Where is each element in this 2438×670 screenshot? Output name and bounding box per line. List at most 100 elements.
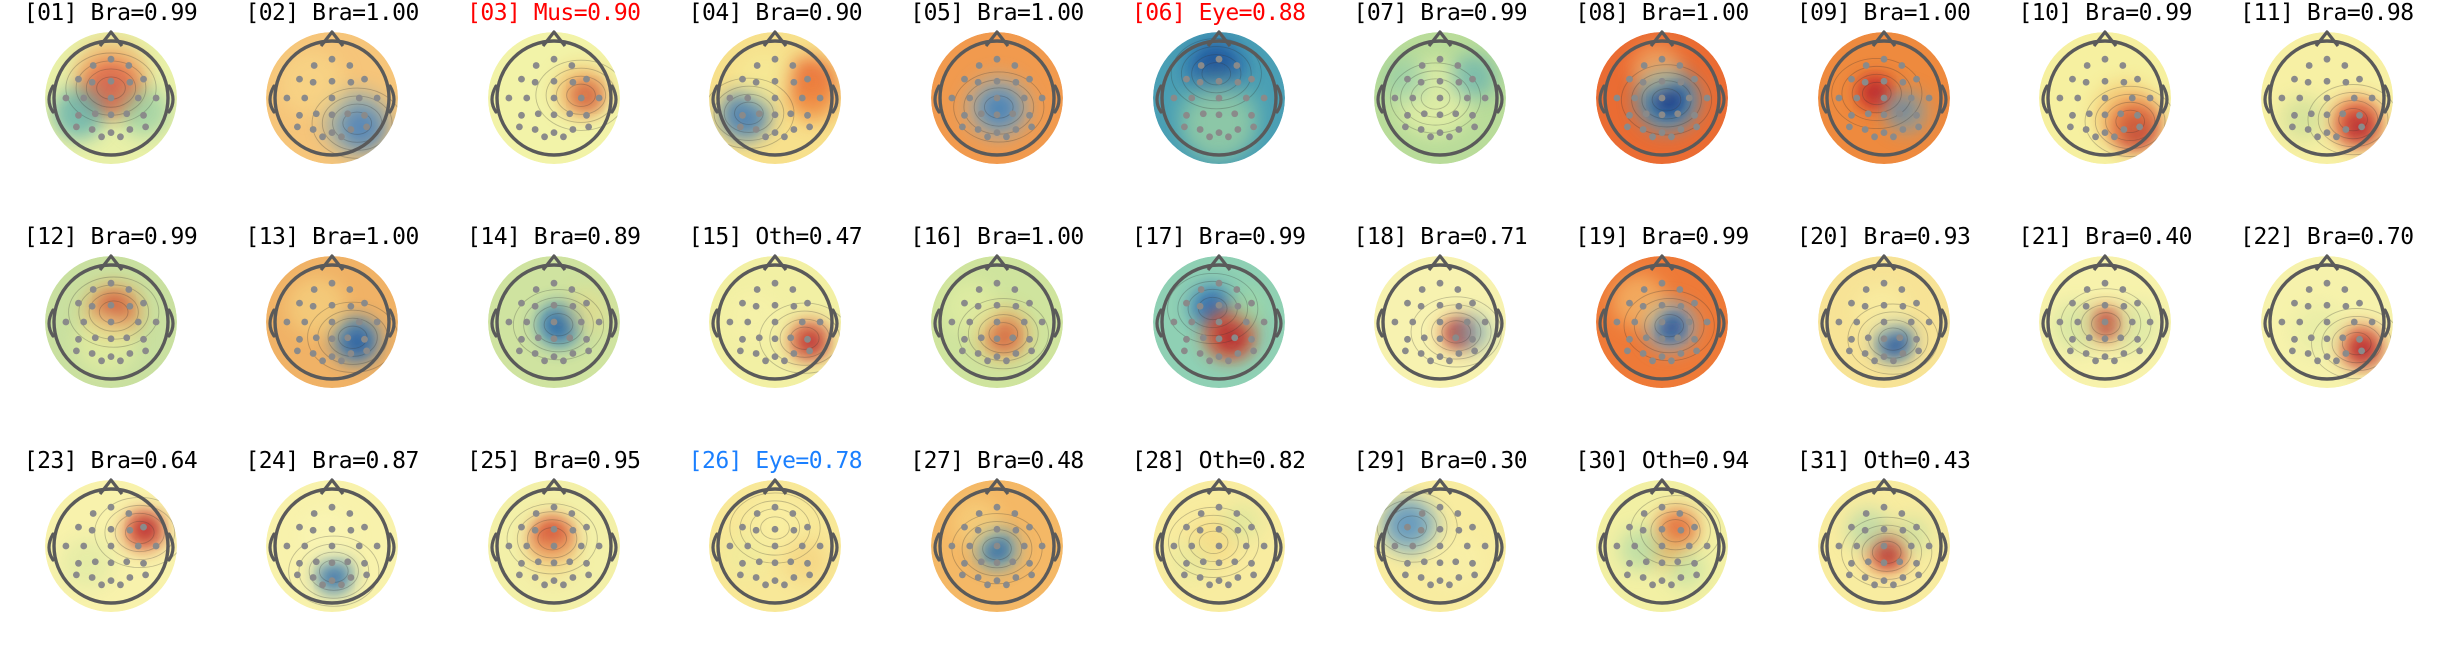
sensor-dot [2101, 111, 2109, 119]
topomap [2039, 254, 2172, 388]
component-topomap[interactable] [1551, 250, 1772, 446]
component-topomap[interactable] [665, 250, 886, 446]
sensor-dot [1852, 318, 1860, 326]
component-topomap[interactable] [2216, 250, 2437, 446]
component-topomap[interactable] [443, 474, 664, 670]
component-topomap[interactable] [443, 250, 664, 446]
ica-component-cell[interactable]: [13] Bra=1.00 [222, 224, 443, 446]
sensor-dot [2120, 78, 2128, 86]
component-topomap[interactable] [1330, 474, 1551, 670]
component-topomap[interactable] [887, 474, 1108, 670]
sensor-dot [1436, 577, 1444, 585]
component-topomap[interactable] [1551, 474, 1772, 670]
component-topomap[interactable] [1108, 474, 1329, 670]
sensor-dot [122, 110, 130, 118]
component-topomap[interactable] [887, 26, 1108, 222]
ica-component-cell[interactable]: [30] Oth=0.94 [1551, 448, 1772, 670]
component-topomap[interactable] [0, 250, 221, 446]
sensor-dot [582, 523, 590, 531]
sensor-dot [1895, 558, 1903, 566]
ica-component-cell[interactable]: [27] Bra=0.48 [887, 448, 1108, 670]
ica-component-cell[interactable]: [20] Bra=0.93 [1773, 224, 1994, 446]
sensor-dot [107, 577, 114, 585]
ica-component-cell[interactable]: [17] Bra=0.99 [1108, 224, 1329, 446]
component-topomap[interactable] [1108, 26, 1329, 222]
topo-field-blob [1631, 44, 1682, 94]
ica-component-cell[interactable]: [12] Bra=0.99 [0, 224, 221, 446]
contour-line [565, 83, 596, 107]
ica-component-cell[interactable]: [18] Bra=0.71 [1330, 224, 1551, 446]
ica-component-cell[interactable]: [06] Eye=0.88 [1108, 0, 1329, 222]
component-topomap[interactable] [887, 250, 1108, 446]
ica-component-cell[interactable]: [16] Bra=1.00 [887, 224, 1108, 446]
ica-component-cell[interactable]: [25] Bra=0.95 [443, 448, 664, 670]
ica-component-cell[interactable]: [11] Bra=0.98 [2216, 0, 2437, 222]
component-topomap[interactable] [665, 26, 886, 222]
component-topomap[interactable] [1773, 26, 1994, 222]
component-topomap[interactable] [1995, 250, 2216, 446]
sensor-dot [1677, 526, 1685, 534]
ica-component-cell[interactable]: [01] Bra=0.99 [0, 0, 221, 222]
ica-component-cell[interactable]: [08] Bra=1.00 [1551, 0, 1772, 222]
component-topomap[interactable] [1995, 26, 2216, 222]
component-topomap[interactable] [0, 474, 221, 670]
sensor-dot [532, 510, 540, 517]
component-topomap[interactable] [222, 250, 443, 446]
sensor-dot [559, 581, 567, 589]
component-topomap[interactable] [443, 26, 664, 222]
sensor-dot [1231, 110, 1238, 118]
ica-component-cell[interactable]: [23] Bra=0.64 [0, 448, 221, 670]
ica-component-cell[interactable]: [14] Bra=0.89 [443, 224, 664, 446]
ica-component-cell[interactable]: [29] Bra=0.30 [1330, 448, 1551, 670]
ica-component-cell[interactable]: [10] Bra=0.99 [1995, 0, 2216, 222]
sensor-dot [2290, 111, 2298, 119]
component-topomap[interactable] [1551, 26, 1772, 222]
sensor-dot [347, 78, 355, 86]
component-topomap[interactable] [1108, 250, 1329, 446]
component-topomap[interactable] [1773, 250, 1994, 446]
component-topomap[interactable] [222, 26, 443, 222]
component-topomap[interactable] [0, 26, 221, 222]
ica-component-cell[interactable]: [02] Bra=1.00 [222, 0, 443, 222]
ica-component-cell[interactable]: [07] Bra=0.99 [1330, 0, 1551, 222]
sensor-dot [1658, 129, 1666, 137]
head-outline [716, 487, 835, 605]
ica-component-cell[interactable]: [05] Bra=1.00 [887, 0, 1108, 222]
ica-component-cell[interactable]: [19] Bra=0.99 [1551, 224, 1772, 446]
sensor-dot [2288, 347, 2296, 355]
sensor-dot [1864, 110, 1872, 118]
ica-component-cell[interactable]: [24] Bra=0.87 [222, 448, 443, 670]
ica-component-cell[interactable]: [15] Oth=0.47 [665, 224, 886, 446]
ica-component-cell[interactable]: [28] Oth=0.82 [1108, 448, 1329, 670]
sensor-dot [517, 299, 525, 307]
sensor-dot [739, 299, 747, 307]
component-topomap[interactable] [2216, 26, 2437, 222]
sensor-dot [1835, 542, 1842, 550]
ica-component-cell[interactable]: [31] Oth=0.43 [1773, 448, 1994, 670]
component-topomap[interactable] [1330, 26, 1551, 222]
right-ear-outline [610, 532, 618, 562]
sensor-dot [2129, 318, 2136, 326]
sensor-dot [1215, 318, 1223, 326]
component-topomap[interactable] [222, 474, 443, 670]
sensor-dot [2307, 110, 2315, 118]
component-topomap[interactable] [665, 474, 886, 670]
left-ear-outline [1376, 84, 1384, 114]
component-topomap[interactable] [1330, 250, 1551, 446]
ica-component-cell[interactable]: [21] Bra=0.40 [1995, 224, 2216, 446]
ica-component-cell[interactable]: [09] Bra=1.00 [1773, 0, 1994, 222]
ica-component-cell[interactable]: [26] Eye=0.78 [665, 448, 886, 670]
component-topomap[interactable] [1773, 474, 1994, 670]
sensor-dot [772, 301, 779, 309]
ica-component-cell[interactable]: [04] Bra=0.90 [665, 0, 886, 222]
contour-line [1190, 54, 1242, 94]
sensor-dot [2296, 318, 2303, 326]
ica-component-cell[interactable]: [03] Mus=0.90 [443, 0, 664, 222]
sensor-dot [1242, 542, 1250, 550]
head-outline [1159, 39, 1278, 157]
contour-line [327, 317, 378, 357]
sensor-dot [1446, 357, 1454, 365]
right-ear-outline [1275, 308, 1283, 338]
ica-component-cell[interactable]: [22] Bra=0.70 [2216, 224, 2437, 446]
sensor-dot [1864, 334, 1872, 342]
